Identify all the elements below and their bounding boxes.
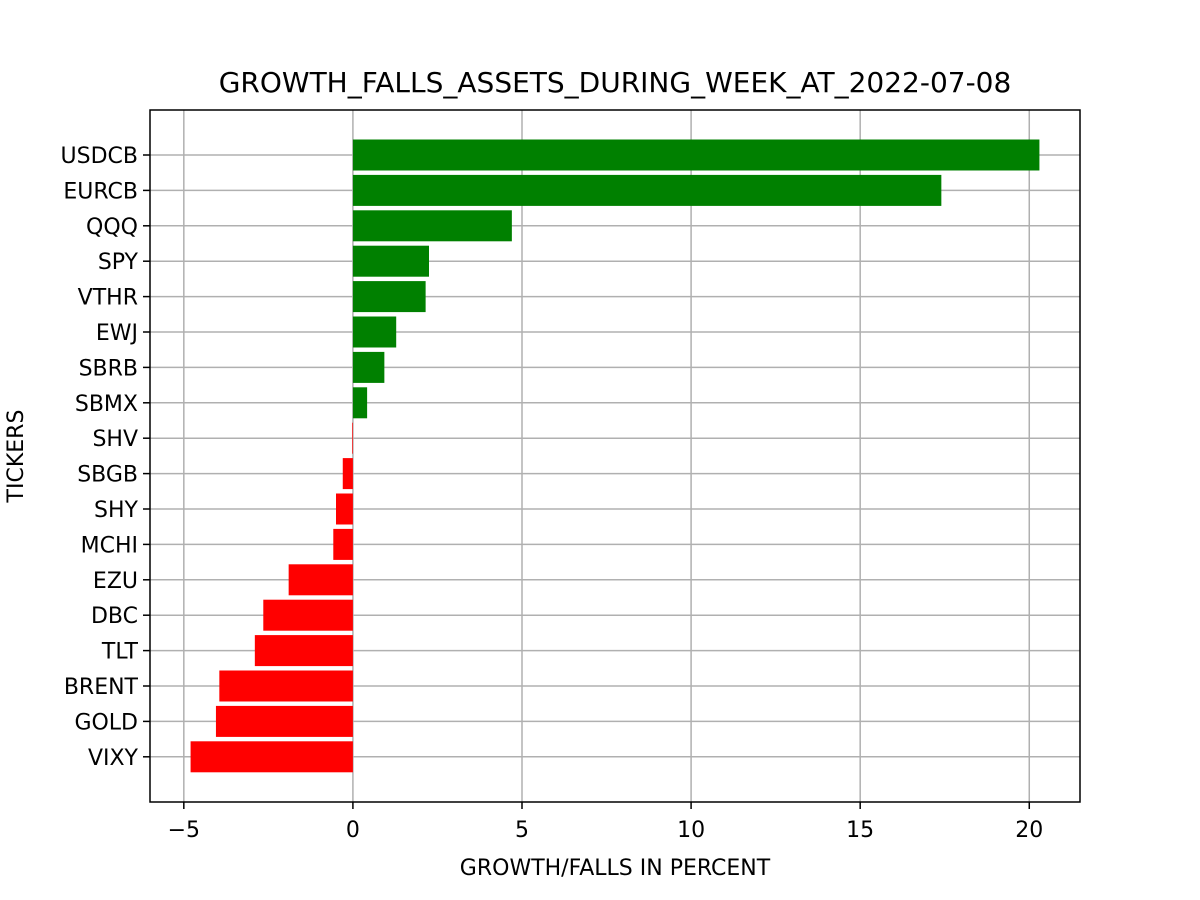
y-tick-label: EZU bbox=[93, 569, 138, 594]
y-tick-label: SBMX bbox=[75, 392, 138, 417]
y-tick-label: VIXY bbox=[88, 746, 139, 771]
y-tick-label: EWJ bbox=[96, 321, 138, 346]
bar-tlt bbox=[254, 635, 353, 667]
bar-usdcb bbox=[352, 139, 1040, 171]
x-tick-label: 15 bbox=[846, 818, 874, 843]
y-tick-label: TLT bbox=[101, 640, 139, 665]
y-tick-label: SBRB bbox=[79, 356, 138, 381]
y-axis-ticks: USDCB EURCB QQQ SPY VTHR EWJ SBRB SBMX SHV SBGB SH… bbox=[61, 144, 150, 771]
chart-title: GROWTH_FALLS_ASSETS_DURING_WEEK_AT_2022-… bbox=[219, 66, 1012, 99]
x-tick-label: −5 bbox=[168, 818, 200, 843]
x-tick-label: 0 bbox=[346, 818, 360, 843]
bar-sbgb bbox=[342, 458, 353, 490]
y-tick-label: SPY bbox=[98, 250, 139, 275]
y-tick-label: MCHI bbox=[81, 533, 138, 558]
bar-vixy bbox=[190, 741, 353, 773]
bar-sbrb bbox=[352, 351, 385, 383]
plot-frame bbox=[149, 109, 1081, 803]
grid-lines bbox=[150, 110, 1080, 802]
x-tick-label: 10 bbox=[677, 818, 705, 843]
bar-ewj bbox=[352, 316, 397, 348]
y-tick-label: EURCB bbox=[63, 179, 138, 204]
bar-sbmx bbox=[352, 387, 368, 419]
y-tick-label: BRENT bbox=[64, 675, 139, 700]
bar-gold bbox=[215, 705, 353, 737]
bar-shy bbox=[336, 493, 353, 525]
x-axis-ticks: −5 0 5 10 15 20 bbox=[168, 802, 1043, 843]
bar-eurcb bbox=[352, 174, 942, 206]
x-tick-label: 5 bbox=[515, 818, 529, 843]
y-tick-label: DBC bbox=[91, 604, 138, 629]
x-axis-label: GROWTH/FALLS IN PERCENT bbox=[460, 856, 771, 881]
bar-mchi bbox=[333, 528, 353, 560]
bar-spy bbox=[352, 245, 429, 277]
y-tick-label: SHV bbox=[92, 427, 138, 452]
x-tick-label: 20 bbox=[1015, 818, 1043, 843]
bar-dbc bbox=[263, 599, 353, 631]
y-tick-label: SBGB bbox=[77, 463, 138, 488]
y-tick-label: QQQ bbox=[86, 215, 138, 240]
y-tick-label: GOLD bbox=[74, 710, 138, 735]
bar-ezu bbox=[288, 564, 353, 596]
bar-brent bbox=[219, 670, 353, 702]
bars bbox=[190, 139, 1040, 773]
y-tick-label: SHY bbox=[94, 498, 139, 523]
bar-qqq bbox=[352, 210, 512, 242]
bar-vthr bbox=[352, 281, 426, 313]
y-tick-label: VTHR bbox=[78, 286, 138, 311]
bar-shv bbox=[352, 422, 353, 454]
y-axis-label: TICKERS bbox=[4, 410, 29, 504]
y-tick-label: USDCB bbox=[61, 144, 138, 169]
